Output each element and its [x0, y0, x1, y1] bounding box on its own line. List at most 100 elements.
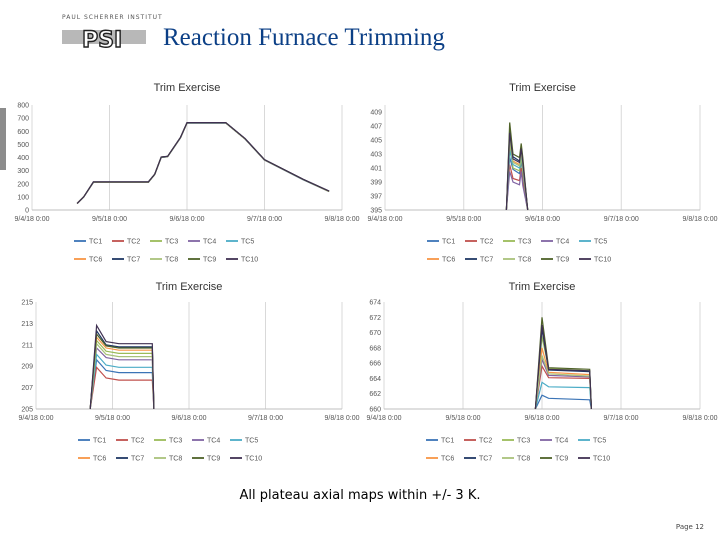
y-tick-label: 300 [17, 168, 29, 175]
footer-caption: All plateau axial maps within +/- 3 K. [239, 488, 481, 503]
legend-label: TC1 [441, 438, 454, 445]
legend-label: TC2 [127, 239, 140, 246]
series-line-tc1 [76, 122, 330, 204]
legend-label: TC1 [442, 239, 455, 246]
legend-label: TC10 [594, 257, 611, 264]
legend-label: TC2 [479, 438, 492, 445]
x-tick-label: 9/4/18 0:00 [18, 415, 53, 422]
legend-label: TC3 [165, 239, 178, 246]
x-tick-label: 9/6/18 0:00 [524, 415, 559, 422]
series-line-tc10 [76, 121, 330, 204]
y-tick-label: 407 [370, 124, 382, 131]
legend-label: TC8 [518, 257, 531, 264]
y-tick-label: 666 [369, 361, 381, 368]
legend-label: TC9 [555, 456, 568, 463]
y-tick-label: 670 [369, 330, 381, 337]
x-tick-label: 9/8/18 0:00 [682, 415, 717, 422]
y-tick-label: 403 [370, 152, 382, 159]
y-tick-label: 205 [21, 407, 33, 414]
chart-top-right: Trim Exercise 9/4/18 0:00 9/5/18 0:00 9/6/1… [367, 82, 717, 264]
logo-mark-letters: PSI [82, 28, 122, 52]
y-tick-label: 674 [369, 300, 381, 307]
logo-mark-icon: PSI [62, 27, 146, 52]
y-tick-label: 397 [370, 194, 382, 201]
series-line-tc2 [89, 365, 155, 410]
x-tick-label: 9/7/18 0:00 [248, 415, 283, 422]
legend-label: TC10 [241, 257, 258, 264]
legend-label: TC7 [479, 456, 492, 463]
series-line-tc9 [76, 122, 330, 204]
legend-label: TC4 [555, 438, 568, 445]
legend-label: TC3 [518, 239, 531, 246]
chart-bottom-right: Trim Exercise 9/4/18 0:00 9/5/18 0:00 9/6/1… [366, 281, 717, 463]
x-tick-label: 9/5/18 0:00 [446, 216, 481, 223]
series-line-tc7 [76, 122, 330, 204]
x-tick-label: 9/7/18 0:00 [604, 216, 639, 223]
legend-label: TC3 [169, 438, 182, 445]
series-line-tc10 [534, 324, 592, 410]
y-tick-label: 664 [369, 376, 381, 383]
legend-label: TC9 [207, 456, 220, 463]
series-line-tc10 [89, 323, 155, 410]
legend-label: TC8 [165, 257, 178, 264]
legend-label: TC7 [127, 257, 140, 264]
legend-label: TC8 [517, 456, 530, 463]
legend-label: TC5 [245, 438, 258, 445]
x-tick-label: 9/4/18 0:00 [366, 415, 401, 422]
y-tick-label: 0 [25, 208, 29, 215]
y-tick-label: 405 [370, 138, 382, 145]
legend-label: TC5 [593, 438, 606, 445]
legend-label: TC10 [245, 456, 262, 463]
x-tick-label: 9/8/18 0:00 [324, 216, 359, 223]
legend-label: TC4 [203, 239, 216, 246]
legend-label: TC6 [89, 257, 102, 264]
series-line-tc1 [534, 394, 592, 410]
series-line-tc8 [76, 122, 330, 204]
y-tick-label: 401 [370, 166, 382, 173]
chart-top-left: Trim Exercise 9/4/18 0:00 9/5/18 0:00 9/6/1… [14, 82, 359, 264]
y-tick-label: 200 [17, 181, 29, 188]
y-tick-label: 672 [369, 315, 381, 322]
series-line-tc2 [76, 122, 330, 204]
legend-label: TC1 [93, 438, 106, 445]
chart-title: Trim Exercise [509, 281, 576, 293]
series-line-tc10 [505, 132, 529, 211]
legend-label: TC3 [517, 438, 530, 445]
legend-label: TC9 [556, 257, 569, 264]
y-tick-label: 211 [22, 342, 33, 349]
series-line-tc6 [76, 122, 330, 204]
y-tick-label: 700 [17, 116, 29, 123]
legend-label: TC1 [89, 239, 102, 246]
x-tick-label: 9/5/18 0:00 [445, 415, 480, 422]
legend-label: TC5 [241, 239, 254, 246]
legend-label: TC6 [442, 257, 455, 264]
y-tick-label: 500 [17, 142, 29, 149]
y-tick-label: 409 [370, 110, 382, 117]
y-tick-label: 207 [21, 385, 33, 392]
legend-label: TC4 [556, 239, 569, 246]
y-tick-label: 800 [17, 103, 29, 110]
series-line-tc5 [76, 122, 330, 204]
legend-label: TC8 [169, 456, 182, 463]
chart-bottom-left: Trim Exercise 9/4/18 0:00 9/5/18 0:00 9/6/1… [18, 281, 359, 463]
page-number: Page 12 [675, 523, 704, 531]
legend-label: TC5 [594, 239, 607, 246]
y-tick-label: 660 [369, 407, 381, 414]
side-tab [0, 108, 6, 170]
y-tick-label: 668 [369, 345, 381, 352]
y-tick-label: 213 [21, 321, 33, 328]
legend-label: TC6 [93, 456, 106, 463]
legend-label: TC6 [441, 456, 454, 463]
x-tick-label: 9/8/18 0:00 [682, 216, 717, 223]
x-tick-label: 9/6/18 0:00 [171, 415, 206, 422]
x-tick-label: 9/5/18 0:00 [92, 216, 127, 223]
x-tick-label: 9/6/18 0:00 [169, 216, 204, 223]
y-tick-label: 662 [369, 391, 381, 398]
legend-label: TC4 [207, 438, 220, 445]
legend-label: TC7 [131, 456, 144, 463]
psi-logo: PAUL SCHERRER INSTITUT PSI [62, 14, 162, 54]
x-tick-label: 9/4/18 0:00 [367, 216, 402, 223]
y-tick-label: 100 [17, 194, 29, 201]
x-tick-label: 9/5/18 0:00 [95, 415, 130, 422]
y-tick-label: 215 [21, 300, 33, 307]
